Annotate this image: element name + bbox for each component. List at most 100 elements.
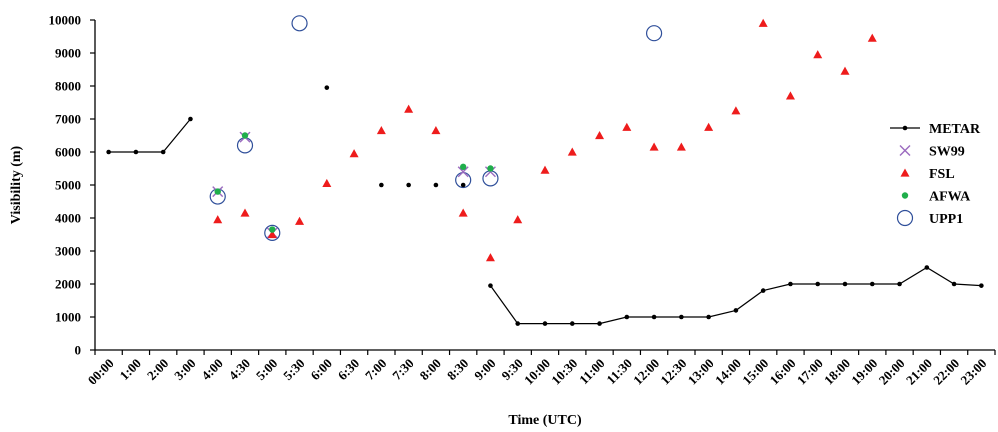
x-tick-label: 4:00: [198, 356, 225, 383]
series-fsl-point: [867, 33, 877, 42]
series-afwa-point: [214, 188, 221, 195]
series-fsl-point: [213, 215, 223, 224]
x-tick-label: 2:00: [144, 356, 171, 383]
series-metar-point: [160, 149, 166, 155]
series-metar-point: [979, 283, 984, 288]
series-upp1-point: [482, 170, 499, 187]
series-fsl-point: [731, 106, 741, 115]
y-axis-ticks: 0 1000 2000 3000 4000 5000 6000 7000 8000 9000 100…: [49, 13, 95, 358]
legend-metar-label: METAR: [929, 122, 981, 137]
x-tick-label: 22:00: [930, 356, 962, 388]
series-metar: [106, 85, 984, 326]
y-tick-label: 2000: [55, 277, 81, 292]
series-metar-point: [515, 321, 521, 326]
series-fsl-point: [704, 122, 714, 131]
series-fsl-point: [758, 18, 768, 27]
x-axis-ticks: 00:00 1:00 2:00 3:00 4:00 4:30 5:00 5:30 6:00 6:3…: [85, 350, 996, 388]
series-metar-point: [106, 149, 111, 155]
series-metar-line: [108, 118, 191, 153]
series-fsl-point: [840, 66, 850, 75]
series-metar-line: [489, 266, 982, 325]
series-metar-point: [924, 265, 930, 270]
series-metar-point: [406, 182, 411, 188]
series-fsl-point: [267, 230, 277, 239]
series-afwa-point: [487, 165, 494, 172]
series-metar-point: [651, 314, 657, 320]
legend: METAR SW99 FSL AFWA UPP1: [890, 122, 981, 227]
y-tick-label: 4000: [55, 211, 81, 226]
x-tick-label: 17:00: [794, 356, 826, 388]
series-sw99-point: [484, 166, 496, 178]
x-tick-label: 8:30: [444, 356, 471, 383]
y-tick-label: 0: [75, 343, 82, 358]
x-tick-label: 1:00: [117, 356, 144, 383]
legend-upp1-marker: [896, 209, 914, 227]
series-upp1-point: [291, 15, 308, 32]
x-tick-label: 20:00: [876, 356, 908, 388]
x-tick-label: 21:00: [903, 356, 935, 388]
legend-fsl-label: FSL: [929, 167, 955, 182]
series-metar-point: [488, 283, 493, 288]
series-fsl-point: [813, 50, 823, 59]
series-fsl-point: [785, 91, 795, 100]
x-tick-label: 13:00: [685, 356, 717, 388]
y-tick-label: 7000: [55, 112, 81, 127]
series-metar-point: [842, 281, 848, 287]
x-tick-label: 10:00: [521, 356, 553, 388]
legend-afwa-label: AFWA: [929, 190, 971, 205]
x-tick-label: 11:30: [603, 356, 635, 388]
series-metar-point: [733, 308, 739, 313]
series-metar-point: [188, 116, 193, 122]
series-fsl-point: [295, 216, 305, 225]
legend-metar-marker: [902, 125, 908, 131]
legend-fsl-marker: [900, 168, 910, 177]
series-layer: [106, 15, 984, 326]
series-metar-point: [433, 182, 439, 188]
x-tick-label: 9:00: [471, 356, 498, 383]
series-afwa-point: [459, 163, 467, 171]
series-metar-point: [542, 321, 548, 326]
x-tick-label: 11:00: [576, 356, 608, 388]
y-tick-label: 8000: [55, 79, 81, 94]
series-fsl-point: [540, 165, 550, 174]
x-tick-label: 8:00: [417, 356, 444, 383]
x-tick-label: 7:30: [389, 356, 416, 383]
series-fsl-point: [649, 142, 659, 151]
series-metar-point: [597, 321, 602, 326]
x-tick-label: 12:30: [657, 356, 689, 388]
x-tick-label: 18:00: [821, 356, 853, 388]
series-metar-point: [815, 281, 821, 287]
axes: [94, 20, 995, 351]
series-fsl-point: [513, 215, 523, 224]
series-metar-point: [706, 314, 711, 320]
y-axis-title: Visibility (m): [9, 145, 24, 224]
series-metar-point: [569, 321, 575, 326]
x-tick-label: 6:30: [335, 356, 362, 383]
y-tick-label: 1000: [55, 310, 81, 325]
series-afwa: [214, 132, 494, 233]
series-fsl-point: [431, 126, 441, 135]
series-fsl: [213, 18, 877, 262]
x-tick-label: 23:00: [957, 356, 989, 388]
legend-sw99-marker: [899, 145, 911, 156]
x-tick-label: 4:30: [226, 356, 253, 383]
series-afwa-point: [241, 132, 249, 139]
x-tick-label: 15:00: [739, 356, 771, 388]
legend-upp1-label: UPP1: [929, 212, 963, 227]
series-metar-point: [624, 314, 630, 320]
series-metar-point: [869, 281, 875, 287]
series-metar-point: [460, 182, 466, 188]
series-afwa-point: [269, 226, 276, 233]
series-fsl-point: [458, 208, 468, 217]
series-fsl-point: [485, 253, 495, 262]
x-tick-label: 19:00: [848, 356, 880, 388]
series-upp1-point: [645, 25, 663, 42]
series-fsl-point: [240, 208, 250, 217]
series-upp1-point: [236, 137, 254, 154]
y-tick-label: 5000: [55, 178, 81, 193]
x-tick-label: 5:30: [280, 356, 307, 383]
x-tick-label: 16:00: [767, 356, 799, 388]
series-fsl-point: [567, 147, 577, 156]
series-sw99: [212, 131, 496, 239]
